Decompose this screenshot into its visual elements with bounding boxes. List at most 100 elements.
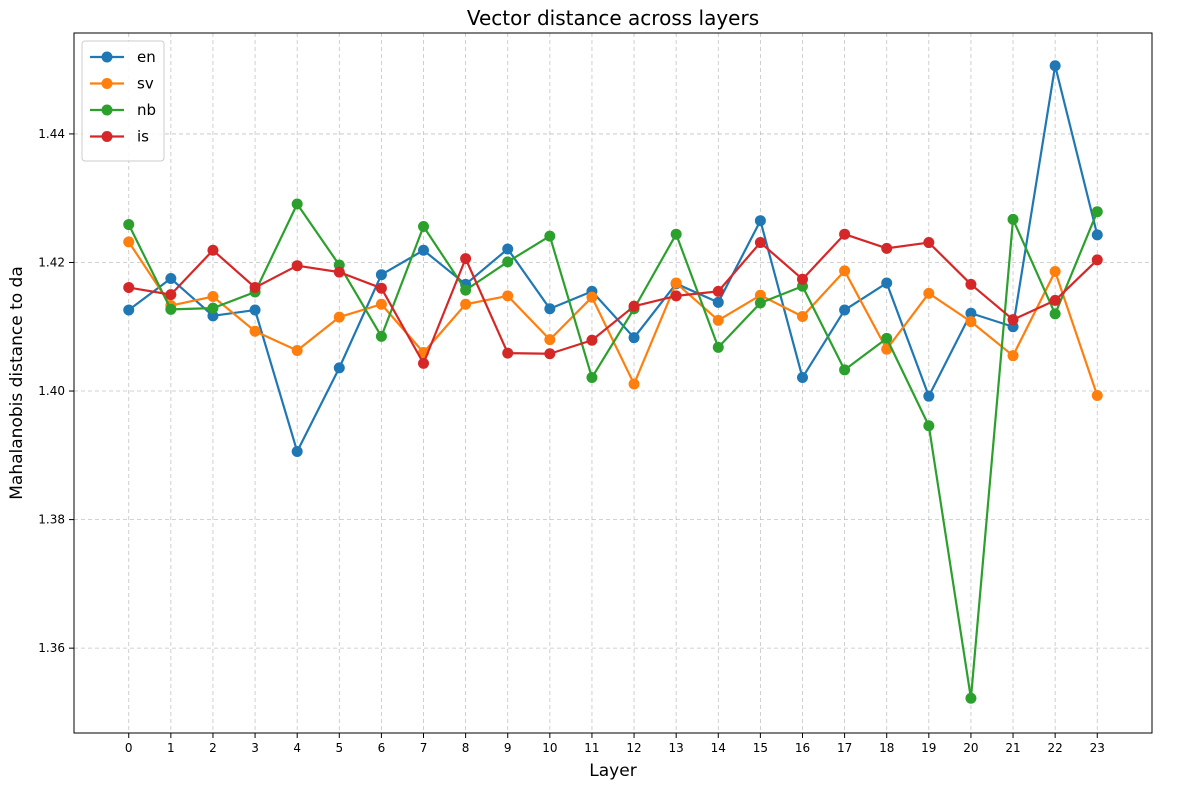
series-line-is: [128, 233, 1099, 365]
data-point-nb: [923, 420, 935, 432]
data-point-en: [544, 303, 556, 315]
series-line-nb: [127, 202, 1099, 700]
x-axis-title: Layer: [589, 761, 636, 781]
data-point-is: [544, 348, 556, 360]
data-point-sv: [333, 311, 345, 323]
series-is: [123, 228, 1103, 369]
data-point-nb: [712, 341, 724, 353]
x-tick-label: 18: [879, 741, 894, 755]
x-tick-label: 5: [335, 741, 343, 755]
x-tick-label: 11: [584, 741, 599, 755]
x-tick-label: 7: [420, 741, 428, 755]
legend-frame: [81, 40, 165, 162]
legend-marker-en: [101, 51, 113, 63]
data-point-sv: [375, 298, 387, 310]
data-point-nb: [1091, 206, 1103, 218]
data-point-sv: [965, 316, 977, 328]
data-point-is: [965, 278, 977, 290]
series-line-en: [128, 64, 1099, 453]
data-point-en: [923, 390, 935, 402]
data-point-is: [502, 347, 514, 359]
data-point-sv: [460, 298, 472, 310]
x-tick-label: 19: [921, 741, 936, 755]
y-tick-label: 1.44: [38, 127, 65, 141]
x-tick-label: 15: [753, 741, 768, 755]
data-point-is: [249, 282, 261, 294]
data-point-nb: [207, 302, 219, 314]
plot-frame: [73, 32, 1153, 734]
x-tick-label: 0: [125, 741, 133, 755]
data-point-sv: [628, 378, 640, 390]
x-tick-label: 3: [251, 741, 259, 755]
data-point-en: [839, 304, 851, 316]
x-tick-label: 10: [542, 741, 557, 755]
data-point-en: [796, 372, 808, 384]
x-tick-label: 17: [837, 741, 852, 755]
data-point-en: [881, 277, 893, 289]
data-point-en: [333, 362, 345, 374]
data-point-sv: [291, 345, 303, 357]
legend-label-en: en: [137, 48, 156, 66]
data-point-sv: [1007, 350, 1019, 362]
series-en: [123, 60, 1103, 457]
data-point-sv: [544, 334, 556, 346]
series-line-sv: [127, 241, 1099, 396]
data-point-nb: [965, 692, 977, 704]
data-point-is: [712, 285, 724, 297]
legend-marker-is: [101, 131, 113, 142]
data-point-nb: [165, 303, 177, 315]
data-point-is: [839, 228, 851, 240]
data-point-en: [1049, 60, 1061, 72]
x-tick-label: 22: [1048, 741, 1063, 755]
data-point-is: [1049, 294, 1061, 306]
data-point-is: [923, 237, 935, 249]
data-point-en: [123, 304, 135, 316]
data-point-is: [418, 357, 430, 369]
data-point-nb: [670, 228, 682, 240]
data-point-en: [1091, 229, 1103, 241]
y-tick-label: 1.42: [38, 255, 65, 269]
x-tick-label: 23: [1090, 741, 1105, 755]
data-point-is: [165, 289, 177, 301]
data-point-sv: [123, 236, 135, 248]
data-point-nb: [502, 256, 514, 268]
y-tick-label: 1.38: [38, 513, 65, 527]
data-point-en: [249, 304, 261, 316]
data-point-nb: [1007, 213, 1019, 225]
data-point-is: [670, 290, 682, 302]
data-point-nb: [544, 230, 556, 242]
data-point-nb: [1049, 308, 1061, 320]
data-point-en: [712, 296, 724, 308]
data-point-is: [123, 282, 135, 294]
x-axis: 0 1 2 3 4 5 6 7 8 9 10 11 12 13 14 15 16 17 18 19 20 21 22 23: [125, 733, 1105, 755]
chart-title: Vector distance across layers: [467, 6, 759, 30]
x-tick-label: 14: [711, 741, 726, 755]
data-point-en: [754, 215, 766, 227]
data-point-sv: [207, 291, 219, 303]
legend-label-sv: sv: [137, 75, 154, 93]
data-point-en: [628, 332, 640, 344]
legend-label-nb: nb: [137, 101, 156, 119]
data-point-is: [291, 260, 303, 272]
data-point-is: [1091, 254, 1103, 266]
legend-marker-nb: [101, 104, 113, 116]
data-point-sv: [712, 314, 724, 326]
data-point-is: [754, 237, 766, 249]
series-layer: [123, 60, 1103, 704]
y-axis-title: Mahalanobis distance to da: [7, 266, 27, 499]
y-axis: 1.36 1.38 1.40 1.42 1.44: [38, 127, 74, 655]
data-point-nb: [839, 364, 851, 376]
x-tick-label: 20: [963, 741, 978, 755]
x-tick-label: 8: [462, 741, 470, 755]
data-point-sv: [502, 290, 514, 302]
data-point-sv: [754, 289, 766, 301]
data-point-sv: [839, 265, 851, 277]
x-tick-label: 12: [626, 741, 641, 755]
data-point-is: [881, 242, 893, 254]
data-point-is: [796, 273, 808, 285]
x-tick-label: 21: [1005, 741, 1020, 755]
legend-label-is: is: [137, 128, 149, 146]
data-point-sv: [1049, 265, 1061, 277]
data-point-nb: [123, 219, 135, 231]
